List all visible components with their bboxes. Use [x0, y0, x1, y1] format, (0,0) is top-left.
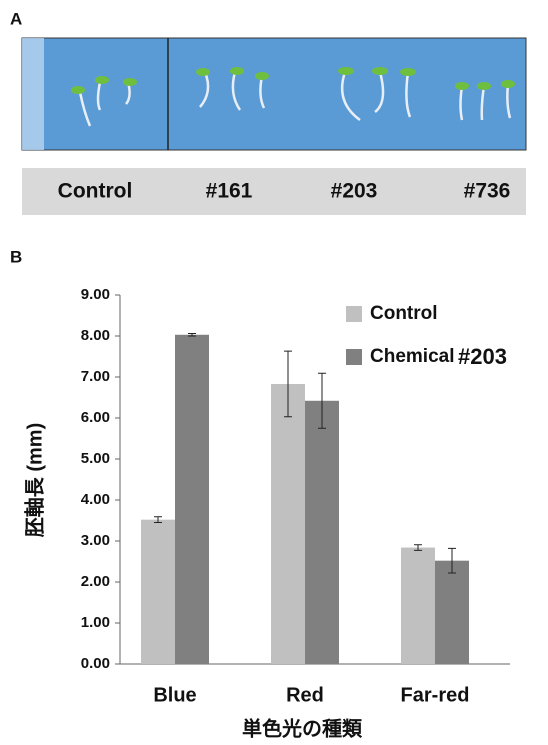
x-axis-label: 単色光の種類 — [242, 716, 363, 740]
y-tick-label: 3.00 — [81, 532, 110, 549]
bar — [305, 401, 339, 664]
legend-swatch — [346, 349, 362, 365]
sample-label: #203 — [331, 180, 378, 203]
figure: A Control #161 #203 #736 B 胚軸長 (mm) 単色光の… — [0, 0, 548, 745]
bar — [271, 384, 305, 664]
bar — [141, 520, 175, 664]
panel-label: B — [10, 247, 22, 266]
bar — [175, 335, 209, 664]
y-tick-label: 9.00 — [81, 286, 110, 303]
sample-label: Control — [58, 180, 133, 203]
sample-label: #161 — [206, 180, 253, 203]
legend-swatch — [346, 306, 362, 322]
photo — [22, 38, 526, 150]
legend-label: Chemical — [370, 346, 454, 367]
bar — [401, 548, 435, 664]
x-tick-label: Far-red — [401, 684, 470, 706]
y-tick-label: 1.00 — [81, 614, 110, 631]
y-tick-label: 8.00 — [81, 327, 110, 344]
annotation: #203 — [458, 344, 507, 369]
y-tick-label: 7.00 — [81, 368, 110, 385]
bar — [435, 561, 469, 664]
sample-label: #736 — [464, 180, 511, 203]
panel-label: A — [10, 9, 22, 28]
y-tick-label: 2.00 — [81, 573, 110, 590]
y-axis-label: 胚軸長 (mm) — [23, 423, 46, 537]
y-tick-label: 6.00 — [81, 409, 110, 426]
legend-label: Control — [370, 303, 438, 324]
x-tick-label: Red — [286, 684, 324, 706]
y-tick-label: 0.00 — [81, 655, 110, 672]
y-tick-label: 4.00 — [81, 491, 110, 508]
x-tick-label: Blue — [153, 684, 196, 706]
y-tick-label: 5.00 — [81, 450, 110, 467]
